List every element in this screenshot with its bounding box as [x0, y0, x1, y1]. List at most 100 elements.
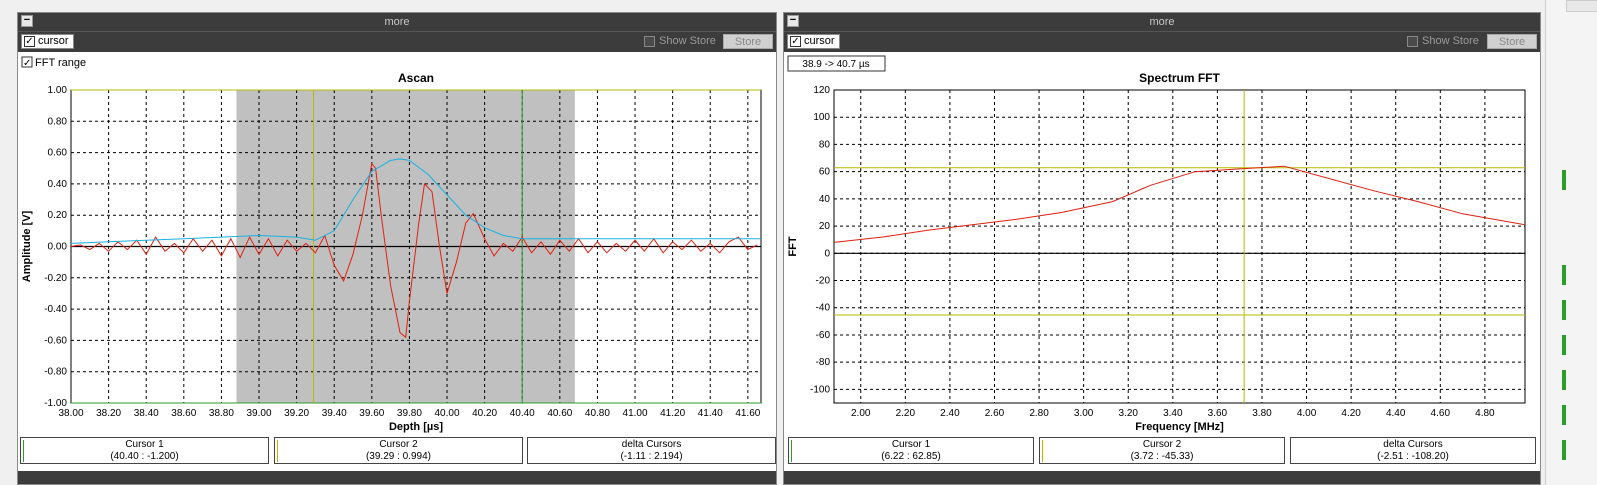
show-store-checkbox[interactable]: Show Store: [643, 34, 716, 49]
y-tick-label: 1.00: [48, 85, 68, 96]
x-tick-label: 39.40: [322, 408, 347, 419]
y-tick-label: 100: [813, 112, 830, 123]
delta-cursors-readout: delta Cursors (-1.11 : 2.194): [527, 437, 776, 464]
y-tick-label: 40: [819, 194, 831, 205]
y-tick-label: -1.00: [44, 398, 67, 409]
envelope-series-line: [70, 158, 761, 244]
y-tick-label: 0.20: [48, 210, 68, 221]
delta-cursors-readout: delta Cursors (-2.51 : -108.20): [1290, 437, 1536, 464]
y-tick-label: 0.60: [48, 148, 68, 159]
plot-border: [833, 89, 1526, 404]
checkbox-unchecked-icon: [644, 36, 655, 47]
x-tick-label: 40.80: [585, 408, 610, 419]
x-tick-label: 40.60: [547, 408, 572, 419]
fft-toolbar: ✓ cursor Show Store Store: [784, 31, 1540, 52]
y-tick-label: 0.00: [48, 242, 68, 253]
range-label-box: [787, 55, 886, 72]
fft-header[interactable]: − more: [784, 13, 1540, 31]
store-button[interactable]: Store: [1487, 34, 1537, 49]
cursor1-color-mark: [791, 440, 792, 462]
y-tick-label: 0.80: [48, 116, 68, 127]
x-tick-label: 2.80: [1029, 408, 1049, 419]
x-tick-label: 41.60: [735, 408, 760, 419]
readout-title: Cursor 2: [379, 439, 418, 450]
side-indicator: [1562, 265, 1566, 285]
ascan-toolbar: ✓ cursor Show Store Store: [18, 31, 776, 52]
ascan-bottom-bar: [18, 471, 776, 484]
x-tick-label: 2.60: [985, 408, 1005, 419]
plot-area: [834, 90, 1525, 403]
y-tick-label: -0.80: [44, 367, 67, 378]
fft-chart[interactable]: 2.00 2.20 2.40 2.60 2.80 3.00 3.20 3.40 3.60 3.80…: [784, 51, 1540, 471]
side-indicator: [1562, 440, 1566, 460]
x-tick-label: 4.40: [1386, 408, 1406, 419]
x-tick-label: 3.60: [1208, 408, 1228, 419]
x-tick-label: 39.60: [359, 408, 384, 419]
show-store-label: Show Store: [659, 35, 716, 47]
readout-value: (6.22 : 62.85): [881, 451, 941, 462]
y-tick-label: -20: [816, 276, 831, 287]
cursor-label: cursor: [804, 35, 835, 47]
x-tick-label: 40.20: [472, 408, 497, 419]
spectrum-series-line: [833, 165, 1526, 243]
x-axis-label: Depth [µs]: [389, 421, 443, 433]
checkbox-checked-icon: ✓: [24, 36, 35, 47]
y-tick-label: 120: [813, 85, 830, 96]
y-tick-label: 80: [819, 139, 831, 150]
collapse-icon[interactable]: −: [787, 15, 799, 27]
signal-series-line: [70, 162, 758, 339]
x-tick-label: 41.20: [660, 408, 685, 419]
chart-title: Ascan: [398, 71, 434, 85]
x-tick-label: 38.00: [58, 408, 83, 419]
x-tick-label: 2.00: [851, 408, 871, 419]
ascan-header[interactable]: − more: [18, 13, 776, 31]
y-tick-label: 20: [819, 221, 831, 232]
store-button[interactable]: Store: [723, 34, 773, 49]
checkbox-unchecked-icon: [1407, 36, 1418, 47]
y-tick-label: -0.20: [44, 273, 67, 284]
fft-panel: − more ✓ cursor Show Store Store 2.00 2.2…: [783, 12, 1541, 485]
y-tick-label: -100: [810, 384, 830, 395]
x-tick-label: 4.60: [1431, 408, 1451, 419]
x-tick-label: 40.00: [435, 408, 460, 419]
cursor2-color-mark: [277, 440, 278, 462]
show-store-checkbox[interactable]: Show Store: [1406, 34, 1479, 49]
x-tick-label: 3.20: [1118, 408, 1138, 419]
cursor2-readout: Cursor 2 (39.29 : 0.994): [274, 437, 523, 464]
header-more-label: more: [1149, 16, 1175, 28]
ascan-panel: − more ✓ cursor Show Store Store 38.00 38…: [17, 12, 777, 485]
cursor-checkbox[interactable]: ✓ cursor: [787, 34, 840, 49]
readout-value: (40.40 : -1.200): [110, 451, 179, 462]
side-tab[interactable]: [1566, 0, 1597, 12]
fft-bottom-bar: [784, 471, 1540, 484]
x-tick-label: 3.40: [1163, 408, 1183, 419]
right-side-panel: [1545, 0, 1597, 485]
readout-title: delta Cursors: [1383, 439, 1443, 450]
show-store-label: Show Store: [1422, 35, 1479, 47]
side-indicator: [1562, 405, 1566, 425]
readout-title: delta Cursors: [621, 439, 682, 450]
side-indicator: [1562, 370, 1566, 390]
x-tick-label: 39.00: [246, 408, 271, 419]
cursor1-readout: Cursor 1 (40.40 : -1.200): [20, 437, 269, 464]
cursor-label: cursor: [38, 35, 69, 47]
y-tick-label: -0.40: [44, 304, 67, 315]
x-tick-label: 41.00: [623, 408, 648, 419]
chart-title: Spectrum FFT: [1139, 71, 1220, 85]
x-tick-label: 2.40: [940, 408, 960, 419]
y-tick-label: -40: [816, 303, 831, 314]
readout-value: (-1.11 : 2.194): [620, 451, 683, 462]
collapse-icon[interactable]: −: [21, 15, 33, 27]
cursor2-color-mark: [1042, 440, 1043, 462]
header-more-label: more: [384, 16, 410, 28]
y-tick-label: 0.40: [48, 179, 68, 190]
y-tick-label: -0.60: [44, 335, 67, 346]
side-indicator: [1562, 170, 1566, 190]
cursor-checkbox[interactable]: ✓ cursor: [21, 34, 74, 49]
x-tick-label: 2.20: [896, 408, 916, 419]
checkbox-checked-icon: ✓: [23, 58, 31, 69]
ascan-chart[interactable]: 38.00 38.20 38.40 38.60 38.80 39.00 39.20 39.40…: [18, 51, 776, 471]
readout-title: Cursor 1: [891, 439, 931, 450]
fft-range-checkbox: [21, 56, 33, 68]
side-indicator: [1562, 300, 1566, 320]
